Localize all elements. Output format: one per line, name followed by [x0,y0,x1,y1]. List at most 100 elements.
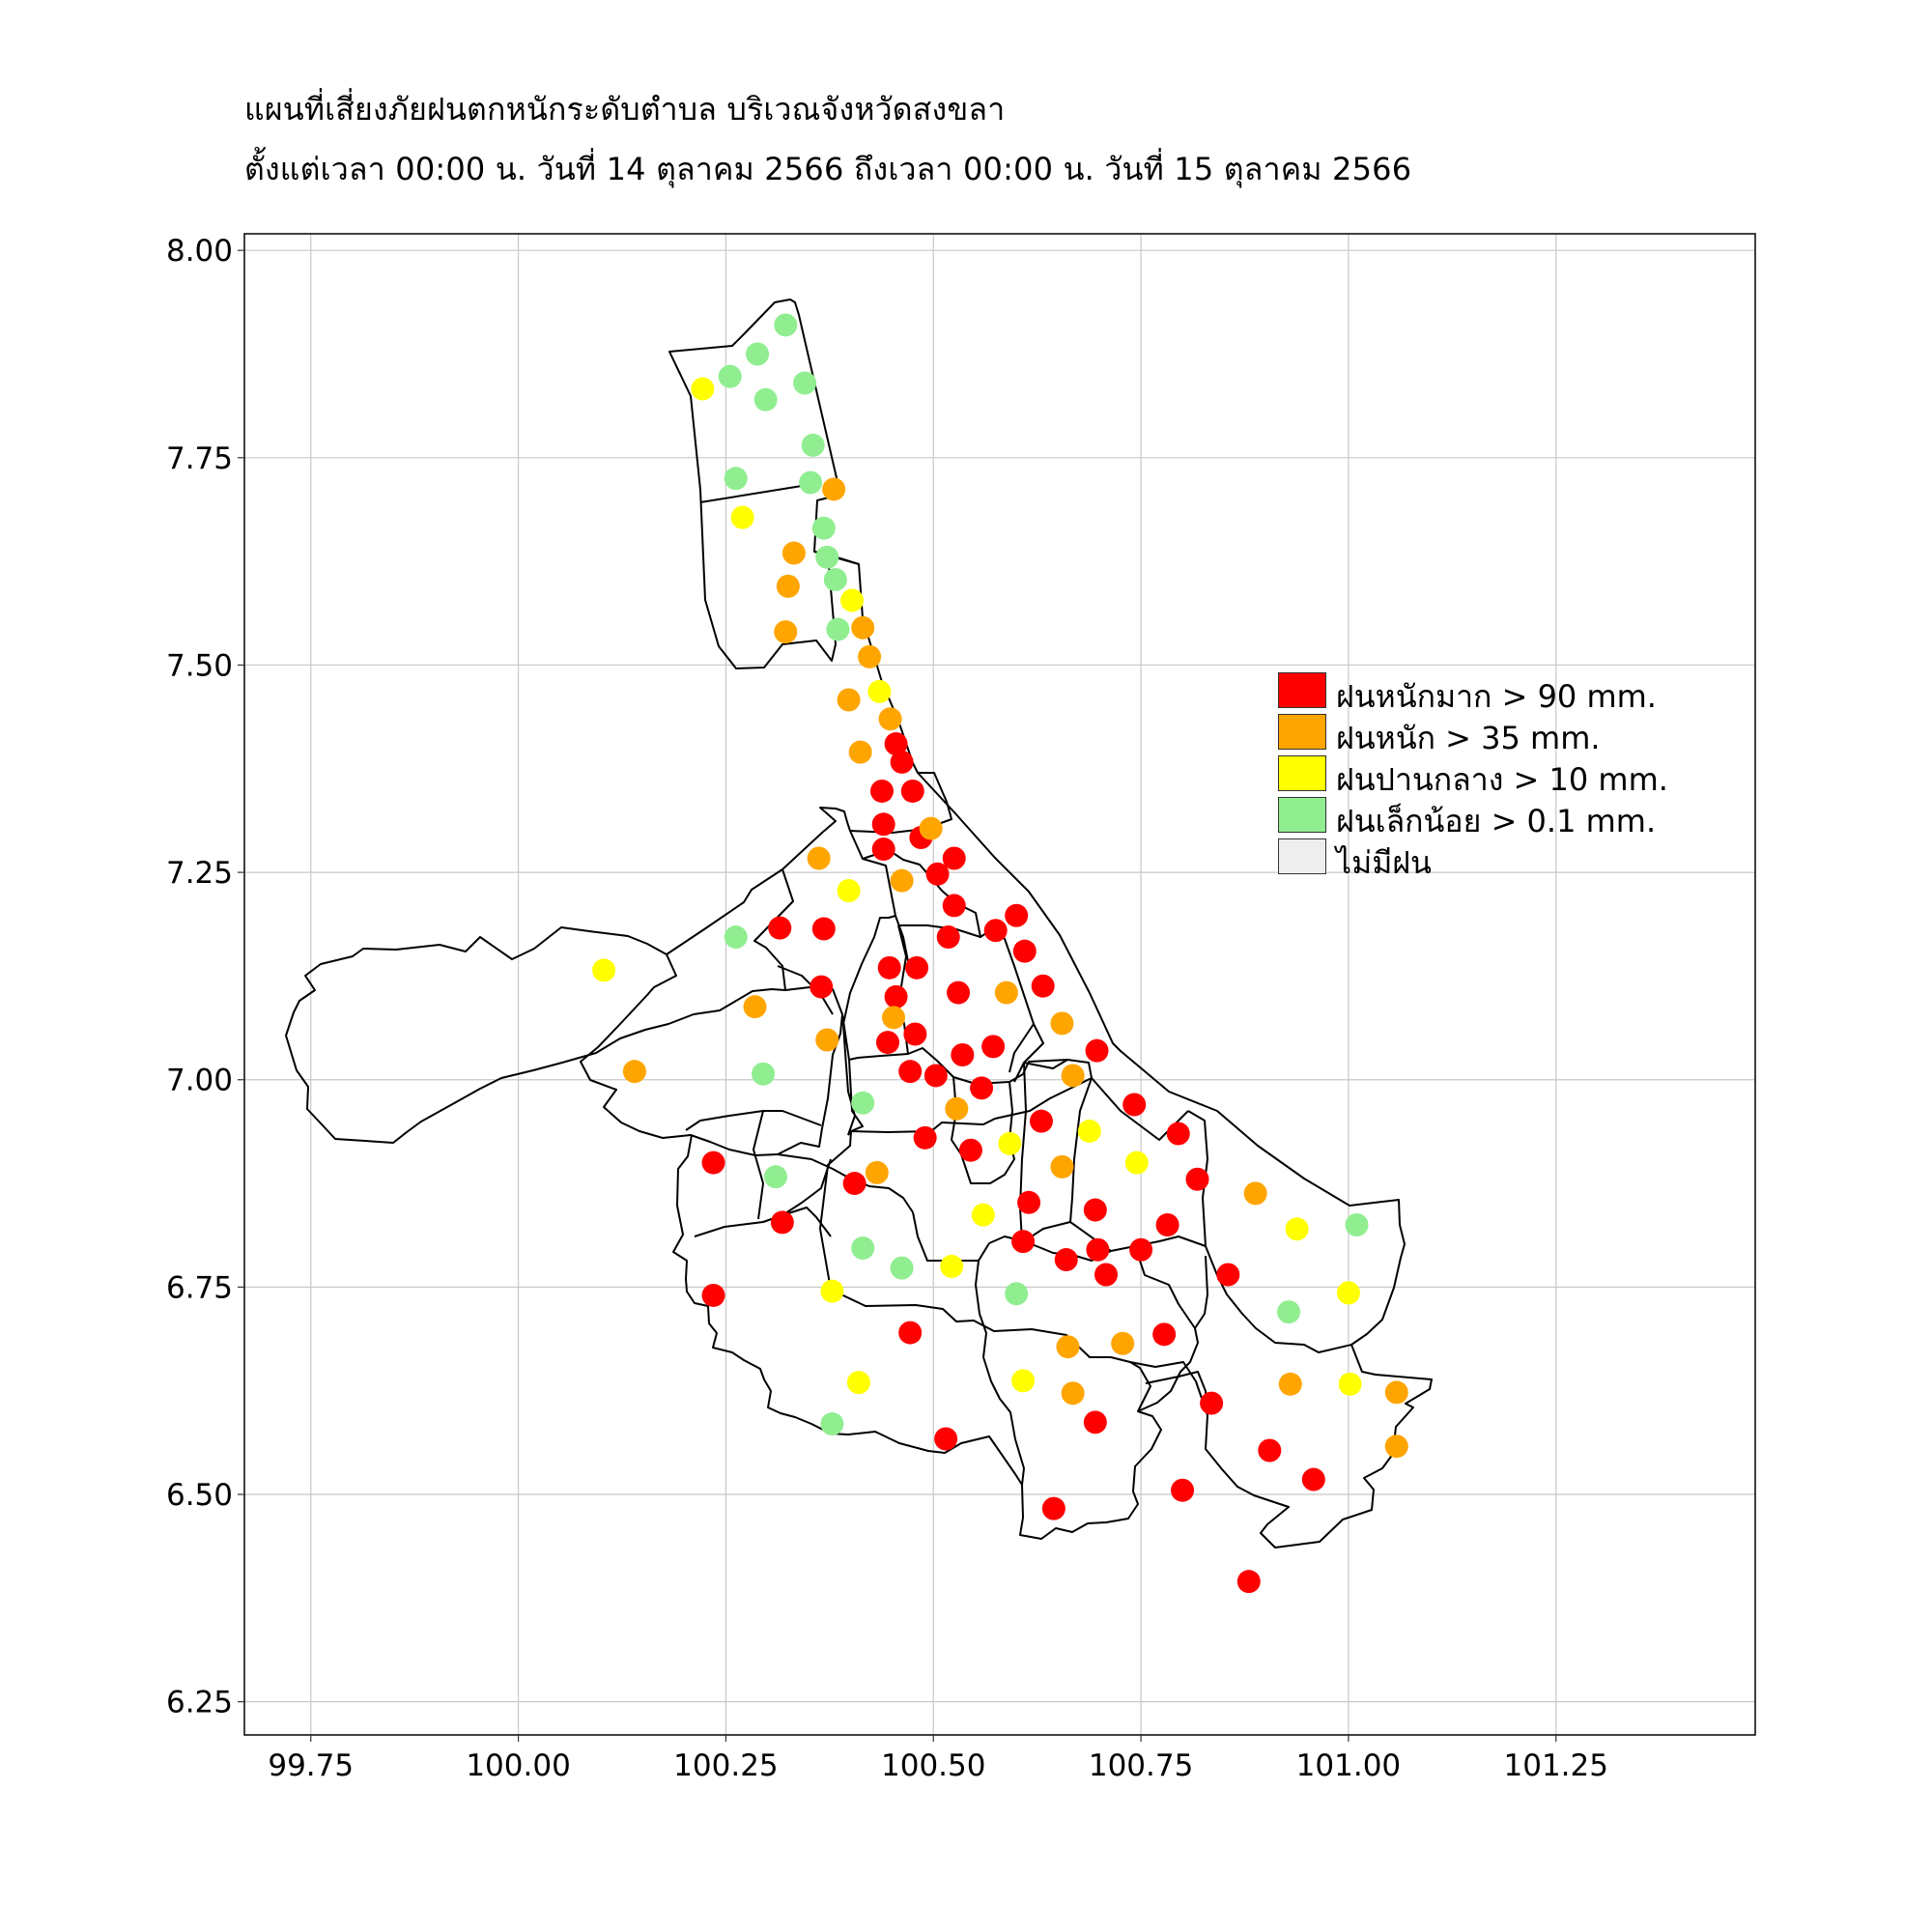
heavy-rain-point-45 [1054,1248,1078,1272]
moderate_heavy-rain-point-0 [822,477,846,501]
heavy-rain-point-35 [701,1151,725,1175]
heavy-rain-point-17 [905,955,929,980]
moderate-rain-point-15 [1011,1369,1036,1393]
heavy-rain-point-2 [869,779,894,803]
heavy-rain-point-38 [1017,1190,1041,1214]
moderate_heavy-rain-point-2 [776,574,800,598]
moderate_heavy-rain-point-1 [781,541,806,565]
legend-swatch-moderate-heavy [1278,714,1326,750]
x-tick-label-3: 100.50 [881,1748,985,1783]
heavy-rain-point-44 [1129,1237,1153,1262]
heavy-rain-point-22 [903,1022,927,1046]
moderate-rain-point-7 [998,1131,1022,1155]
moderate-rain-point-4 [837,878,861,902]
moderate_heavy-rain-point-28 [1384,1435,1408,1459]
x-tick-label-5: 101.00 [1296,1748,1401,1783]
heavy-rain-point-46 [1094,1263,1118,1287]
moderate-rain-point-8 [1124,1151,1149,1175]
moderate_heavy-rain-point-5 [858,644,882,668]
light-rain-point-11 [826,617,850,641]
west-district-outline [285,868,786,1144]
light-rain-point-20 [1345,1212,1369,1236]
y-tick-label-3: 7.00 [166,1064,233,1098]
legend-swatch-moderate [1278,755,1326,791]
moderate_heavy-rain-point-26 [1061,1381,1085,1406]
heavy-rain-point-56 [1171,1478,1195,1502]
heavy-rain-point-30 [1122,1093,1147,1117]
legend-label-none: ไม่มีฝน [1336,844,1432,881]
moderate-rain-point-2 [840,588,865,612]
moderate_heavy-rain-point-27 [1384,1380,1408,1405]
south-divider-3 [1137,1255,1208,1412]
light-rain-point-19 [1277,1300,1301,1324]
y-tick-label-2: 6.75 [166,1270,233,1305]
light-rain-point-21 [820,1412,844,1436]
heavy-rain-point-1 [890,750,914,774]
legend-swatch-light [1278,797,1326,833]
heavy-rain-point-53 [934,1427,958,1451]
moderate_heavy-rain-point-22 [1243,1181,1267,1206]
heavy-rain-point-6 [871,838,895,862]
inner-district-12 [685,1110,822,1131]
moderate_heavy-rain-point-16 [815,1028,839,1052]
heavy-rain-point-58 [1236,1570,1261,1594]
heavy-rain-point-42 [1011,1230,1036,1254]
heavy-rain-point-13 [811,917,836,941]
heavy-rain-point-24 [981,1035,1006,1059]
x-tick-label-4: 100.75 [1089,1748,1193,1783]
grid-lines [244,234,1755,1735]
light-rain-point-13 [752,1062,776,1086]
y-tick-label-6: 7.75 [166,441,233,476]
moderate_heavy-rain-point-6 [837,688,861,712]
moderate_heavy-rain-point-13 [994,980,1018,1005]
y-tick-label-4: 7.25 [166,856,233,891]
heavy-rain-point-4 [871,812,895,837]
inner-district-11 [694,1207,832,1237]
heavy-rain-point-36 [842,1172,867,1196]
x-tick-label-0: 99.75 [268,1748,354,1783]
heavy-rain-point-32 [1166,1122,1190,1146]
inner-district-22 [1023,1059,1068,1069]
inner-district-1 [849,772,952,834]
moderate_heavy-rain-point-11 [807,846,831,870]
heavy-rain-point-20 [947,980,971,1005]
moderate-rain-point-10 [1285,1217,1309,1241]
legend-label-moderate: ฝนปานกลาง > 10 mm. [1336,761,1668,798]
heavy-rain-point-21 [884,984,908,1009]
inner-district-21 [895,915,909,962]
heavy-rain-point-52 [1083,1410,1107,1435]
light-rain-point-16 [851,1236,875,1261]
heavy-rain-point-28 [923,1064,948,1088]
light-rain-point-4 [753,387,778,412]
light-rain-point-6 [724,467,748,491]
legend-label-light: ฝนเล็กน้อย > 0.1 mm. [1336,803,1657,839]
x-tick-label-2: 100.25 [673,1748,778,1783]
moderate_heavy-rain-point-9 [919,816,943,840]
legend-label-moderate-heavy: ฝนหนัก > 35 mm. [1336,720,1601,756]
heavy-rain-point-27 [898,1060,923,1084]
moderate_heavy-rain-point-3 [774,620,798,644]
light-rain-point-0 [774,313,798,337]
moderate_heavy-rain-point-15 [1050,1011,1074,1036]
moderate-rain-point-3 [867,679,892,703]
moderate_heavy-rain-point-20 [865,1160,889,1184]
title-line-1: แผนที่เสี่ยงภัยฝนตกหนักระดับตำบล บริเวณจ… [244,91,1006,128]
heavy-rain-point-15 [1012,939,1037,963]
inner-district-13 [753,1110,764,1220]
heavy-rain-point-9 [942,894,966,918]
moderate_heavy-rain-point-17 [622,1060,646,1084]
south-central-outline [672,1134,1162,1540]
light-rain-point-7 [799,470,823,495]
inner-district-17 [912,1211,979,1262]
moderate_heavy-rain-point-4 [851,615,875,639]
heavy-rain-point-10 [1005,903,1029,927]
y-tick-label-1: 6.50 [166,1478,233,1513]
heavy-rain-point-41 [1155,1212,1179,1236]
heavy-rain-point-55 [1301,1467,1325,1492]
rain-points [592,313,1408,1594]
x-tick-label-6: 101.25 [1504,1748,1608,1783]
moderate-rain-point-16 [1338,1372,1362,1396]
heavy-rain-point-19 [1031,974,1055,998]
heavy-rain-point-37 [1185,1167,1209,1191]
